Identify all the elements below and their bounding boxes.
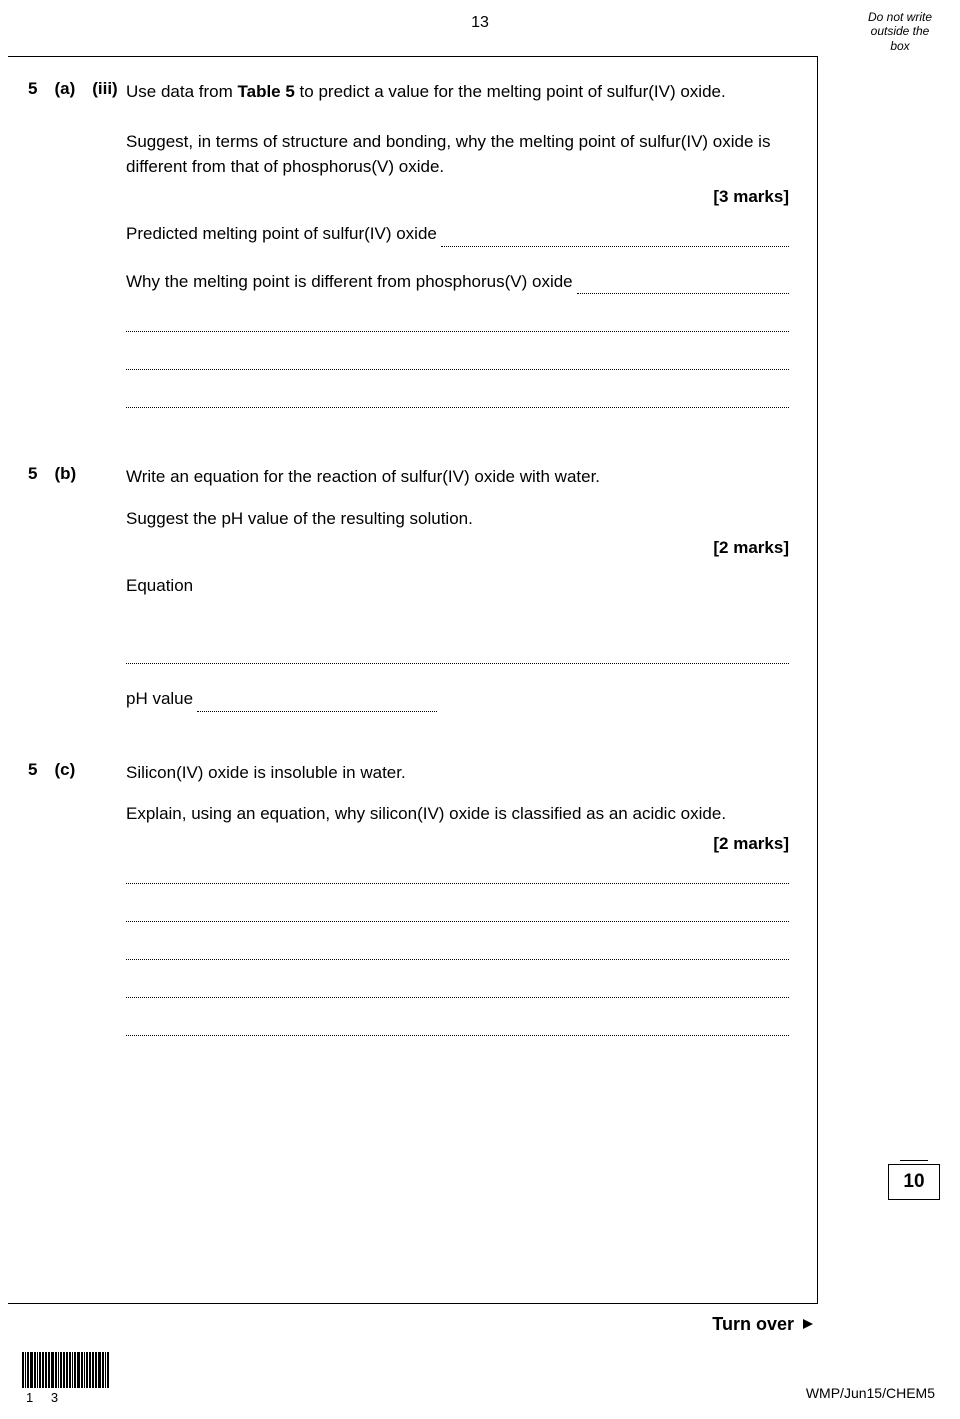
margin-l2: outside the [871,24,930,38]
page-number: 13 [471,14,489,32]
q5a-blank-1[interactable] [126,316,789,332]
q5a-blank-2[interactable] [126,354,789,370]
q5c-blank-3[interactable] [126,944,789,960]
q5a-field1-input[interactable] [441,231,789,247]
q5b-ph-label: pH value [126,686,197,712]
barcode-bars [22,1352,109,1388]
score-box: 10 [888,1160,940,1200]
barcode: 1 3 [22,1352,109,1405]
barcode-label: 1 3 [26,1390,109,1405]
q5c-marks: [2 marks] [126,831,789,857]
score-total: 10 [888,1164,940,1200]
question-box: 5 (a) (iii) Use data from Table 5 to pre… [8,56,818,1304]
q5b-ph-input[interactable] [197,696,437,712]
q5c-blank-1[interactable] [126,868,789,884]
q5a-label: 5 (a) (iii) [24,79,126,99]
q5b-eq-label: Equation [126,573,789,599]
q5a-blank-3[interactable] [126,392,789,408]
q5a-field1-label: Predicted melting point of sulfur(IV) ox… [126,221,441,247]
q5c-label: 5 (c) [24,760,126,780]
turn-over: Turn over [712,1314,815,1335]
q5b-line2: Suggest the pH value of the resulting so… [126,506,789,532]
q5b-marks: [2 marks] [126,535,789,561]
q5a-field2-label: Why the melting point is different from … [126,269,577,295]
q5c-line2: Explain, using an equation, why silicon(… [126,801,789,827]
q5c-blank-5[interactable] [126,1020,789,1036]
q5c-blank-2[interactable] [126,906,789,922]
margin-note: Do not write outside the box [860,10,940,53]
q5a-marks: [3 marks] [126,184,789,210]
footer-code: WMP/Jun15/CHEM5 [806,1385,935,1401]
q5c-blank-4[interactable] [126,982,789,998]
margin-l1: Do not write [868,10,932,24]
q5a-line2: Suggest, in terms of structure and bondi… [126,129,789,180]
margin-l3: box [890,39,909,53]
q5b-label: 5 (b) [24,464,126,484]
q5a-field2-input[interactable] [577,278,789,294]
arrow-right-icon [801,1317,815,1331]
q5b-eq-input[interactable] [126,648,789,664]
q5a-line1: Use data from Table 5 to predict a value… [126,79,789,105]
q5b-line1: Write an equation for the reaction of su… [126,464,789,490]
q5c-line1: Silicon(IV) oxide is insoluble in water. [126,760,789,786]
